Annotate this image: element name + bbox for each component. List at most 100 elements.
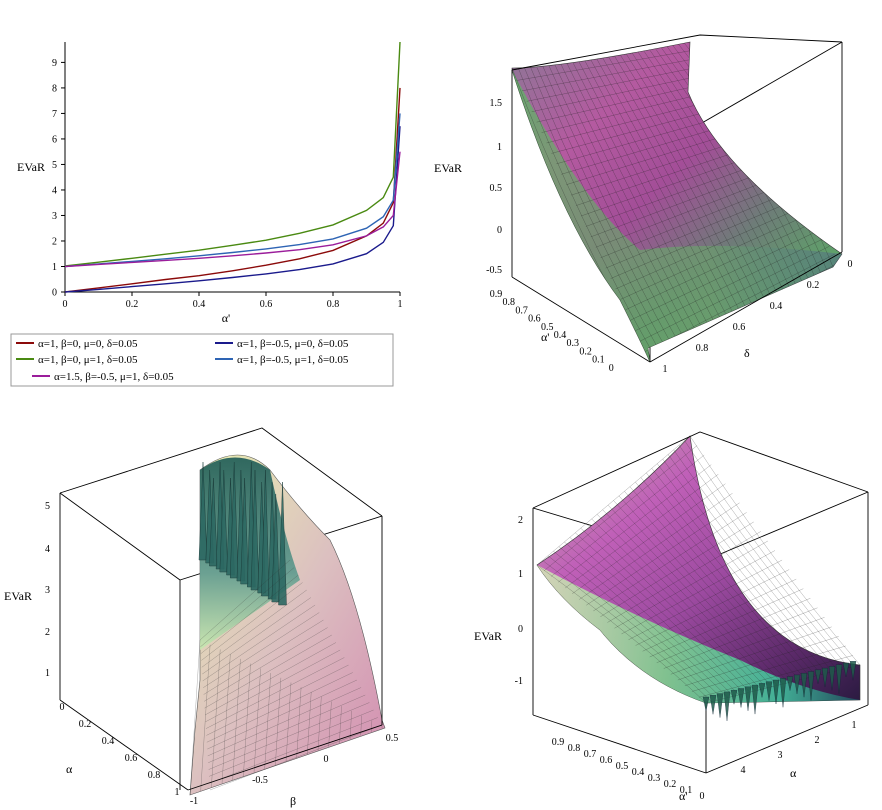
mesh-line — [205, 649, 341, 722]
mesh-line — [205, 657, 345, 729]
y-tick-label: 0 — [52, 288, 57, 299]
x-tick-label: 0.7 — [515, 305, 528, 316]
z-axis-label: EVaR — [474, 629, 502, 643]
x-tick-label: 0.6 — [600, 755, 613, 766]
surface-plot-panel-3: 2 1 0 -1 0.90.80.70.60.50.40.30.20.1 0 4 3 2 1 EV… — [474, 431, 869, 803]
mesh-line — [536, 435, 691, 566]
mesh-line — [624, 51, 767, 302]
mesh-line — [684, 636, 839, 686]
box-edge — [511, 34, 843, 71]
y-tick-label: 2 — [52, 236, 57, 247]
series-line-5 — [64, 151, 401, 268]
x-axis-label: α — [66, 762, 73, 776]
surface-spike — [198, 461, 208, 561]
mesh-line — [523, 66, 663, 356]
box-edge — [532, 714, 707, 774]
surface-plot-panel-2: 5 4 3 2 1 0 0.2 0.4 0.6 0.8 1 -1 -0.5 0 0.5 EVaR α β — [4, 427, 398, 808]
y-tick-label: 1 — [52, 262, 57, 273]
mesh-line — [575, 532, 745, 694]
mesh-line — [649, 588, 804, 658]
mesh-line — [541, 63, 681, 347]
mesh-line — [620, 214, 808, 300]
mesh-line — [296, 687, 302, 758]
mesh-line — [536, 564, 707, 704]
mesh-line — [243, 663, 251, 777]
mesh-line — [208, 702, 370, 770]
mesh-line — [564, 541, 734, 697]
surface-spike — [261, 469, 270, 597]
mesh-line — [285, 682, 292, 762]
mesh-line — [580, 151, 766, 217]
mesh-line — [202, 597, 312, 675]
surface-spike — [772, 679, 780, 705]
mesh-line — [605, 191, 792, 269]
mesh-line — [200, 567, 295, 647]
surface-spike — [250, 469, 260, 591]
surface-spike — [240, 477, 249, 585]
surface-spike — [716, 693, 724, 718]
y-tick-label: 6 — [52, 134, 57, 145]
surface-spike — [229, 461, 239, 579]
x-tick-label: 0.7 — [584, 749, 597, 760]
surface-plot-panel-1: 1.510.50-0.50.90.80.70.60.50.40.30.20.10… — [434, 34, 853, 375]
x-tick-label: 0.6 — [125, 753, 138, 764]
legend-entry: α=1.5, β=-0.5, μ=1, δ=0.05 — [54, 371, 174, 383]
surface-spike — [209, 477, 218, 567]
x-axis-label: α' — [541, 330, 549, 344]
mesh-line — [536, 81, 717, 123]
mesh-line — [635, 569, 790, 646]
box-edge — [649, 251, 843, 363]
x-tick-label: 0.8 — [148, 770, 161, 781]
surface-spike — [730, 690, 738, 705]
z-tick-label: 5 — [45, 501, 50, 512]
y-axis-label: β — [290, 794, 296, 808]
mesh-line — [221, 654, 231, 784]
mesh-line — [591, 518, 762, 690]
mesh-line — [646, 472, 817, 676]
box-edge — [59, 699, 189, 791]
x-tick-label: 0.8 — [568, 743, 581, 754]
mesh-line — [625, 222, 814, 311]
y-tick-label: 0.2 — [807, 280, 820, 291]
mesh-line — [571, 59, 712, 331]
z-tick-label: 3 — [45, 585, 50, 596]
x-tick-label: 0.6 — [260, 299, 273, 310]
mesh-line — [547, 555, 718, 701]
z-tick-label: 4 — [45, 544, 50, 555]
x-tick-label: 1 — [398, 299, 403, 310]
mesh-line — [670, 617, 825, 675]
mesh-line — [606, 54, 748, 312]
surface-spike — [786, 676, 794, 691]
x-axis-label: α' — [222, 311, 230, 325]
x-tick-label: 0.9 — [552, 737, 565, 748]
mesh-line — [678, 445, 850, 668]
mesh-line — [521, 57, 701, 92]
mesh-line — [640, 246, 830, 342]
y-tick-label: 4 — [52, 185, 57, 196]
mesh-line — [607, 531, 761, 623]
x-tick-label: 0 — [60, 702, 65, 713]
surface-spike — [758, 683, 766, 698]
mesh-line — [232, 658, 241, 781]
surface-spike — [723, 691, 731, 721]
box-edge — [705, 704, 869, 774]
x-tick-label: 0 — [700, 791, 705, 802]
mesh-line — [189, 639, 201, 796]
y-tick-label: 0 — [324, 754, 329, 765]
mesh-line — [648, 47, 791, 290]
y-tick-label: 0.6 — [733, 322, 746, 333]
mesh-line — [607, 504, 778, 686]
x-axis-label: α' — [679, 789, 687, 803]
z-tick-label: 1.5 — [490, 98, 503, 109]
mesh-line — [629, 486, 800, 681]
x-tick-label: 0.2 — [664, 779, 677, 790]
surface-spike — [835, 664, 843, 694]
surface-spike — [744, 686, 752, 711]
mesh-line — [630, 50, 773, 299]
mesh-line — [371, 720, 373, 732]
x-tick-label: 1 — [175, 787, 180, 798]
mesh-line — [656, 598, 811, 663]
surface-spike — [219, 469, 229, 573]
surface-spike — [737, 688, 745, 708]
